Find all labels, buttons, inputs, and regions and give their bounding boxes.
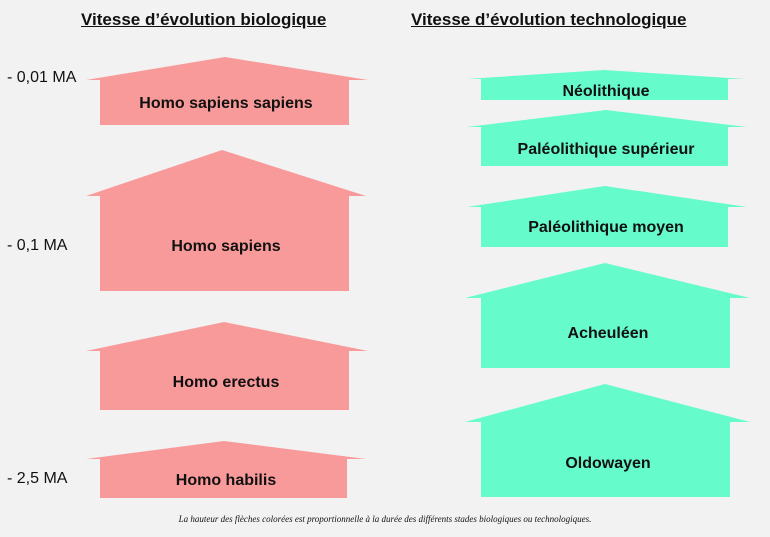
tech-arrow-paleolithique-moyen: Paléolithique moyen <box>467 186 747 247</box>
arrow-shape <box>465 384 750 497</box>
arrow-shape <box>465 263 750 368</box>
arrow-shape <box>86 57 368 125</box>
arrow-label: Paléolithique moyen <box>528 219 684 236</box>
arrow-label: Homo erectus <box>173 374 280 391</box>
tech-arrow-neolithique: Néolithique <box>467 70 745 100</box>
arrow-shape <box>467 110 747 166</box>
arrow-shape <box>86 441 366 498</box>
arrow-shape <box>86 150 366 291</box>
arrow-label: Homo sapiens sapiens <box>139 95 312 112</box>
bio-arrow-homo-erectus: Homo erectus <box>86 322 368 410</box>
figure-caption: La hauteur des flèches colorées est prop… <box>178 514 592 524</box>
bio-arrow-homo-sapiens: Homo sapiens <box>86 150 366 291</box>
arrow-shape <box>467 70 745 100</box>
arrow-shape <box>467 186 747 247</box>
biological-column-title: Vitesse d’évolution biologique <box>81 10 327 29</box>
arrow-shape <box>86 322 368 410</box>
time-tick-0-1-ma: - 0,1 MA <box>7 237 68 254</box>
arrow-label: Homo habilis <box>176 472 277 489</box>
arrow-label: Homo sapiens <box>171 238 280 255</box>
arrow-label: Néolithique <box>562 83 649 100</box>
arrow-label: Oldowayen <box>565 455 650 472</box>
arrow-label: Paléolithique supérieur <box>518 141 695 158</box>
tech-arrow-paleolithique-superieur: Paléolithique supérieur <box>467 110 747 166</box>
arrow-label: Acheuléen <box>568 325 649 342</box>
tech-arrow-oldowayen: Oldowayen <box>465 384 750 497</box>
tech-arrow-acheuleen: Acheuléen <box>465 263 750 368</box>
bio-arrow-homo-habilis: Homo habilis <box>86 441 366 498</box>
time-tick-0-01-ma: - 0,01 MA <box>7 69 77 86</box>
time-tick-2-5-ma: - 2,5 MA <box>7 470 68 487</box>
technological-column-title: Vitesse d’évolution technologique <box>411 10 687 29</box>
bio-arrow-homo-sapiens-sapiens: Homo sapiens sapiens <box>86 57 368 125</box>
